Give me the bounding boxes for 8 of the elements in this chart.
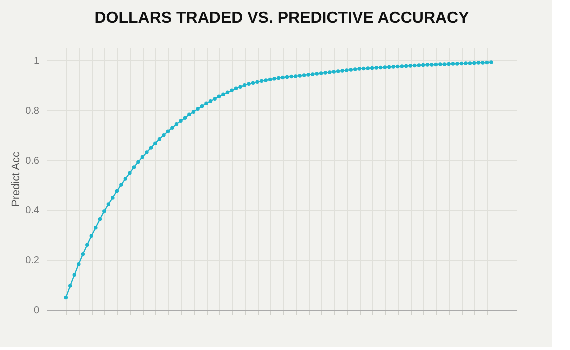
- y-tick-label: 0.6: [26, 156, 40, 167]
- y-tick-label: 0.8: [26, 106, 40, 117]
- y-axis-title: Predict Acc: [10, 151, 23, 208]
- y-tick-label: 0.4: [26, 206, 40, 217]
- y-tick-label: 0: [34, 306, 40, 316]
- y-tick-label: 0.2: [26, 256, 40, 267]
- y-tick-label: 1: [34, 56, 40, 67]
- chart-title: DOLLARS TRADED VS. PREDICTIVE ACCURACY: [94, 10, 470, 27]
